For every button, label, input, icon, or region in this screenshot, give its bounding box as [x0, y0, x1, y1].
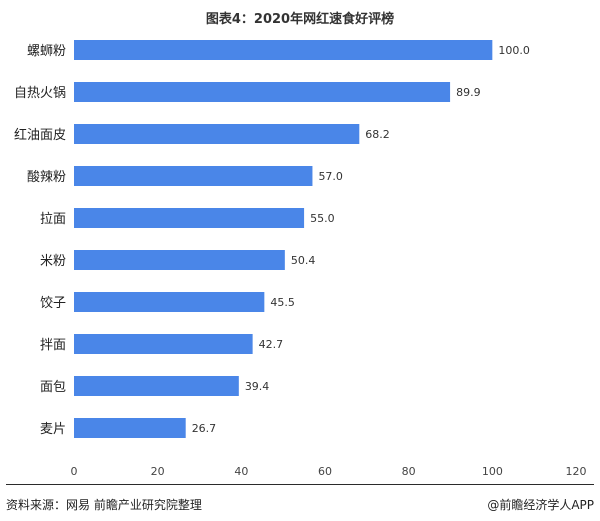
data-label: 57.0 [318, 170, 343, 183]
category-label: 红油面皮 [14, 127, 66, 143]
chart-title: 图表4：2020年网红速食好评榜 [206, 11, 394, 27]
footer-divider [6, 484, 594, 485]
data-label: 89.9 [456, 86, 481, 99]
source-note: 资料来源：网易 前瞻产业研究院整理 [6, 498, 202, 512]
category-label: 自热火锅 [14, 85, 66, 101]
category-label: 酸辣粉 [27, 170, 66, 185]
bar [74, 334, 253, 354]
category-label: 麦片 [40, 422, 66, 437]
category-label: 饺子 [40, 296, 66, 311]
bar [74, 250, 285, 270]
x-axis: 0 20 40 60 80 100 120 [71, 465, 587, 478]
category-label: 拌面 [40, 338, 66, 353]
category-label: 拉面 [40, 212, 66, 227]
bar [74, 376, 239, 396]
footer: 资料来源：网易 前瞻产业研究院整理 @前瞻经济学人APP [0, 484, 600, 521]
data-label: 26.7 [192, 422, 217, 435]
brand-credit: @前瞻经济学人APP [487, 498, 594, 512]
data-label: 68.2 [365, 128, 390, 141]
bars-layer: 螺蛳粉 100.0 自热火锅 89.9 红油面皮 68.2 酸辣粉 57.0 拉面 55.0 米粉 5… [14, 40, 530, 438]
bar [74, 124, 360, 144]
x-tick-label: 20 [151, 465, 165, 478]
x-tick-label: 60 [318, 465, 332, 478]
data-label: 100.0 [498, 44, 530, 57]
x-tick-label: 100 [482, 465, 503, 478]
category-label: 米粉 [40, 254, 66, 269]
data-label: 45.5 [270, 296, 295, 309]
chart: 图表4：2020年网红速食好评榜 螺蛳粉 100.0 自热火锅 89.9 红油面皮 68.… [14, 11, 587, 478]
data-label: 50.4 [291, 254, 316, 267]
bar [74, 292, 265, 312]
x-tick-label: 40 [234, 465, 248, 478]
x-tick-label: 0 [71, 465, 78, 478]
bar [74, 418, 186, 438]
x-tick-label: 80 [402, 465, 416, 478]
bar [74, 82, 451, 102]
data-label: 55.0 [310, 212, 335, 225]
data-label: 39.4 [245, 380, 270, 393]
category-label: 面包 [40, 380, 66, 395]
data-label: 42.7 [259, 338, 284, 351]
bar [74, 208, 305, 228]
category-label: 螺蛳粉 [27, 44, 66, 59]
bar [74, 166, 313, 186]
x-tick-label: 120 [566, 465, 587, 478]
bar [74, 40, 493, 60]
